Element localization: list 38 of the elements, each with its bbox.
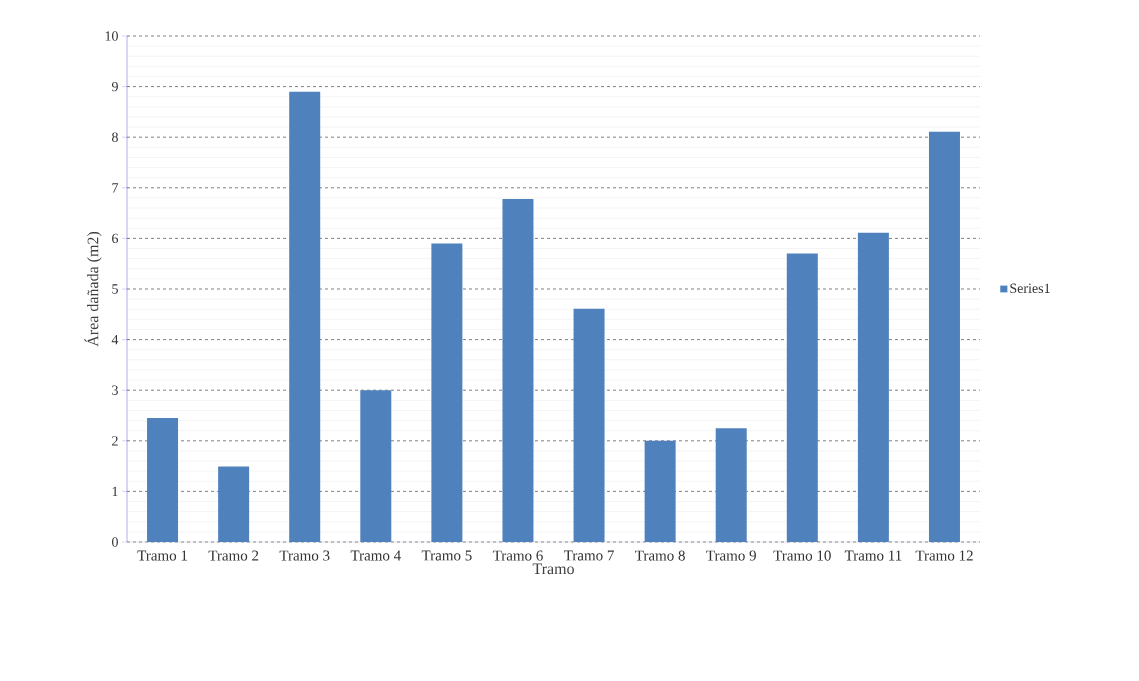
bar [289,91,321,542]
x-tick-label: Tramo 9 [706,550,756,561]
y-tick-label: 7 [112,183,119,193]
bar [147,418,179,542]
bar [431,243,463,542]
y-tick-label: 9 [111,81,118,92]
bar [786,253,818,542]
bar [218,466,250,542]
bar [715,428,747,542]
x-tick-label: Tramo 8 [635,550,685,561]
x-tick-label: Tramo 6 [492,550,543,561]
bar [573,308,605,542]
y-tick-label: 8 [112,132,118,142]
y-tick-label: 0 [112,537,118,547]
x-axis-title: Tramo [532,563,574,575]
x-tick-label: Tramo 1 [137,550,187,561]
x-tick-label: Tramo 5 [421,550,472,561]
x-tick-label: Tramo 10 [773,550,831,561]
y-tick-label: 10 [105,31,118,41]
y-tick-label: 5 [112,284,118,294]
x-tick-label: Tramo 3 [279,550,330,561]
bar [502,198,534,542]
x-tick-label: Tramo 2 [208,550,259,561]
x-tick-label: Tramo 4 [350,550,401,561]
x-tick-label: Tramo 7 [563,550,614,561]
y-tick-label: 2 [112,436,118,446]
x-tick-label: Tramo 11 [844,550,902,561]
y-axis-title: Área dañada (m2) [84,231,102,347]
x-tick-label: Tramo 12 [915,550,973,561]
bar [857,232,889,542]
y-tick-label: 6 [112,233,119,244]
legend-label: Series1 [1010,283,1050,294]
bar [360,390,392,542]
bar [644,440,676,542]
y-tick-label: 1 [112,486,118,497]
y-tick-label: 4 [111,334,119,345]
bar [928,131,960,542]
y-tick-label: 3 [112,385,118,395]
